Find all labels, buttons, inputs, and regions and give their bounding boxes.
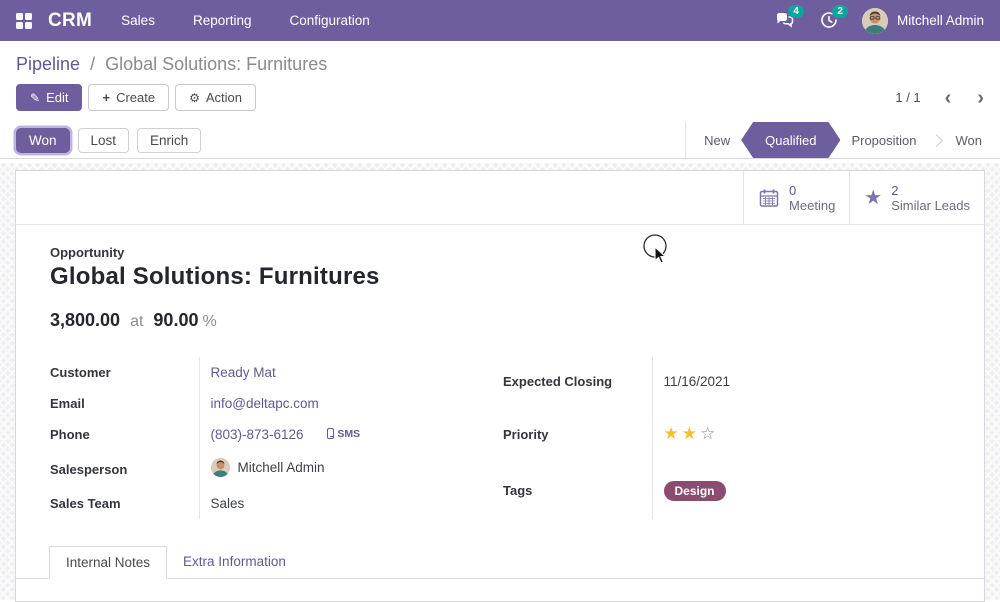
meeting-label: Meeting (789, 198, 835, 213)
pager-next-icon[interactable]: › (977, 91, 984, 105)
tag-design[interactable]: Design (664, 481, 726, 501)
pencil-icon: ✎ (30, 91, 40, 105)
expected-closing-label: Expected Closing (503, 357, 652, 406)
messages-button[interactable]: 4 (774, 9, 796, 33)
pager-counter: 1 / 1 (895, 90, 920, 105)
field-row-sales-team: Sales Team Sales (50, 488, 470, 519)
salesperson-label: Salesperson (50, 450, 199, 488)
stage-qualified[interactable]: Qualified (741, 122, 840, 158)
apps-menu-icon[interactable] (16, 13, 32, 29)
email-label: Email (50, 388, 199, 419)
star-icon: ★ (864, 185, 882, 210)
statusbar: Won Lost Enrich New Qualified Propositio… (0, 122, 1000, 159)
amount-at-word: at (130, 313, 143, 331)
tab-internal-notes[interactable]: Internal Notes (49, 546, 167, 579)
opportunity-title[interactable]: Global Solutions: Furnitures (50, 263, 984, 291)
menu-sales[interactable]: Sales (102, 1, 174, 40)
email-value-link[interactable]: info@deltapc.com (211, 396, 319, 411)
mobile-phone-icon (327, 428, 334, 439)
control-panel: ✎ Edit + Create ⚙ Action 1 / 1 ‹ › (0, 75, 1000, 122)
activities-button[interactable]: 2 (818, 9, 840, 33)
star-filled-icon[interactable]: ★ (682, 424, 697, 443)
breadcrumb: Pipeline / Global Solutions: Furnitures (0, 41, 1000, 75)
top-navbar: CRM Sales Reporting Configuration 4 2 (0, 0, 1000, 41)
field-row-tags: Tags Design (503, 462, 958, 519)
expected-revenue: 3,800.00 at 90.00 % (50, 310, 984, 331)
create-button-label: Create (116, 90, 155, 105)
breadcrumb-separator: / (90, 54, 95, 74)
customer-value-link[interactable]: Ready Mat (211, 365, 276, 380)
field-group-right: Expected Closing 11/16/2021 Priority ★★☆… (503, 357, 958, 519)
similar-leads-stat-button[interactable]: ★ 2 Similar Leads (849, 171, 984, 224)
lost-button[interactable]: Lost (78, 128, 130, 153)
edit-button-label: Edit (46, 90, 68, 105)
pager-prev-icon[interactable]: ‹ (945, 91, 952, 105)
field-row-expected-closing: Expected Closing 11/16/2021 (503, 357, 958, 406)
meeting-count: 0 (789, 183, 835, 198)
stage-new[interactable]: New (686, 122, 748, 158)
field-row-phone: Phone (803)-873-6126 SMS (50, 419, 470, 450)
field-group-left: Customer Ready Mat Email info@deltapc.co… (50, 357, 470, 519)
sales-team-label: Sales Team (50, 488, 199, 519)
gear-icon: ⚙ (189, 91, 200, 105)
percent-sign: % (202, 313, 216, 331)
stat-button-row: 0 Meeting ★ 2 Similar Leads (16, 171, 984, 225)
action-button-label: Action (206, 90, 242, 105)
sms-label: SMS (337, 428, 360, 440)
priority-label: Priority (503, 406, 652, 463)
form-sheet: 0 Meeting ★ 2 Similar Leads Opportunity … (15, 170, 985, 602)
stage-pipeline: New Qualified Proposition Won (685, 122, 1000, 158)
tags-label: Tags (503, 462, 652, 519)
sales-team-value[interactable]: Sales (211, 496, 245, 511)
create-button[interactable]: + Create (88, 84, 169, 111)
user-name: Mitchell Admin (897, 13, 984, 28)
salesperson-value[interactable]: Mitchell Admin (238, 460, 325, 475)
form-background: 0 Meeting ★ 2 Similar Leads Opportunity … (0, 163, 1000, 600)
user-menu[interactable]: Mitchell Admin (862, 8, 984, 34)
expected-closing-value[interactable]: 11/16/2021 (664, 374, 731, 389)
user-avatar (862, 8, 888, 34)
menu-configuration[interactable]: Configuration (271, 1, 389, 40)
probability-value[interactable]: 90.00 (153, 310, 198, 331)
star-filled-icon[interactable]: ★ (664, 424, 679, 443)
field-row-salesperson: Salesperson (50, 450, 470, 488)
opportunity-type-label: Opportunity (50, 245, 984, 260)
menu-reporting[interactable]: Reporting (174, 1, 271, 40)
field-groups: Customer Ready Mat Email info@deltapc.co… (50, 357, 984, 519)
similar-leads-label: Similar Leads (891, 198, 970, 213)
plus-icon: + (102, 90, 110, 105)
meeting-stat-button[interactable]: 0 Meeting (743, 171, 849, 224)
pager: 1 / 1 ‹ › (895, 90, 984, 105)
customer-label: Customer (50, 357, 199, 388)
calendar-icon (758, 187, 780, 209)
priority-stars: ★★☆ (652, 406, 958, 463)
activities-badge: 2 (832, 5, 848, 18)
edit-button[interactable]: ✎ Edit (16, 84, 82, 111)
amount-value[interactable]: 3,800.00 (50, 310, 120, 331)
enrich-button[interactable]: Enrich (137, 128, 201, 153)
field-row-email: Email info@deltapc.com (50, 388, 470, 419)
won-button[interactable]: Won (16, 128, 70, 153)
field-row-priority: Priority ★★☆ (503, 406, 958, 463)
breadcrumb-pipeline-link[interactable]: Pipeline (16, 54, 80, 74)
stage-proposition[interactable]: Proposition (833, 122, 934, 158)
phone-label: Phone (50, 419, 199, 450)
messages-badge: 4 (788, 5, 804, 18)
tab-extra-information[interactable]: Extra Information (167, 546, 302, 578)
stage-won[interactable]: Won (938, 122, 1000, 158)
breadcrumb-current: Global Solutions: Furnitures (105, 54, 327, 74)
sms-button[interactable]: SMS (327, 428, 360, 440)
app-brand[interactable]: CRM (48, 10, 92, 32)
similar-leads-count: 2 (891, 183, 970, 198)
salesperson-avatar (211, 458, 230, 477)
field-row-customer: Customer Ready Mat (50, 357, 470, 388)
notebook-tabs: Internal Notes Extra Information (16, 546, 984, 579)
action-button[interactable]: ⚙ Action (175, 84, 256, 111)
phone-value-link[interactable]: (803)-873-6126 (211, 427, 304, 442)
star-empty-icon[interactable]: ☆ (700, 424, 715, 443)
